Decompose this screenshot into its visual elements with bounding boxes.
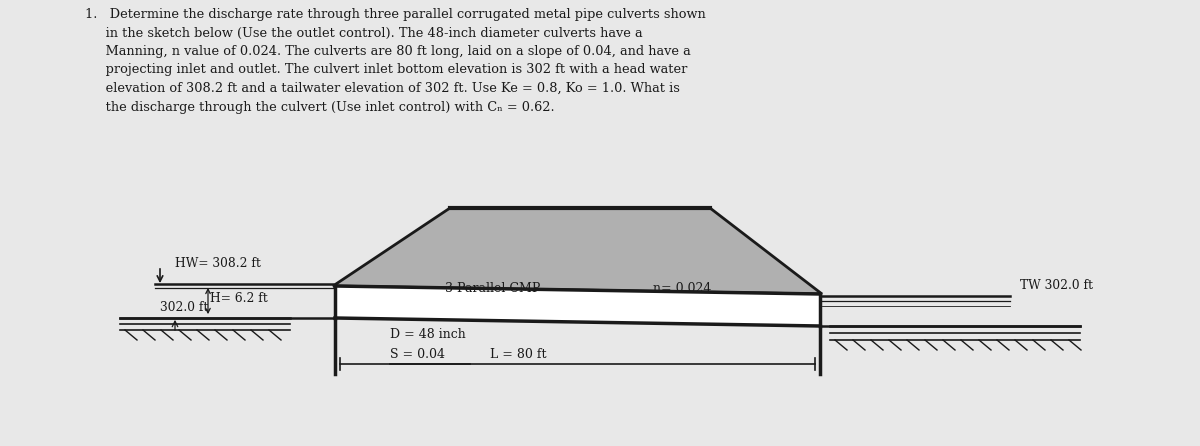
Polygon shape (334, 208, 822, 294)
Polygon shape (335, 286, 820, 326)
Text: 302.0 ft: 302.0 ft (160, 301, 209, 314)
Text: S = 0.04: S = 0.04 (390, 347, 445, 360)
Text: H= 6.2 ft: H= 6.2 ft (210, 293, 268, 306)
Text: 3 Parallel CMP: 3 Parallel CMP (445, 281, 540, 294)
Text: n= 0.024: n= 0.024 (653, 281, 712, 294)
Text: D = 48 inch: D = 48 inch (390, 327, 466, 340)
Text: L = 80 ft: L = 80 ft (490, 347, 546, 360)
Text: TW 302.0 ft: TW 302.0 ft (1020, 279, 1093, 292)
Text: HW= 308.2 ft: HW= 308.2 ft (175, 257, 260, 270)
Text: 1.   Determine the discharge rate through three parallel corrugated metal pipe c: 1. Determine the discharge rate through … (85, 8, 706, 113)
